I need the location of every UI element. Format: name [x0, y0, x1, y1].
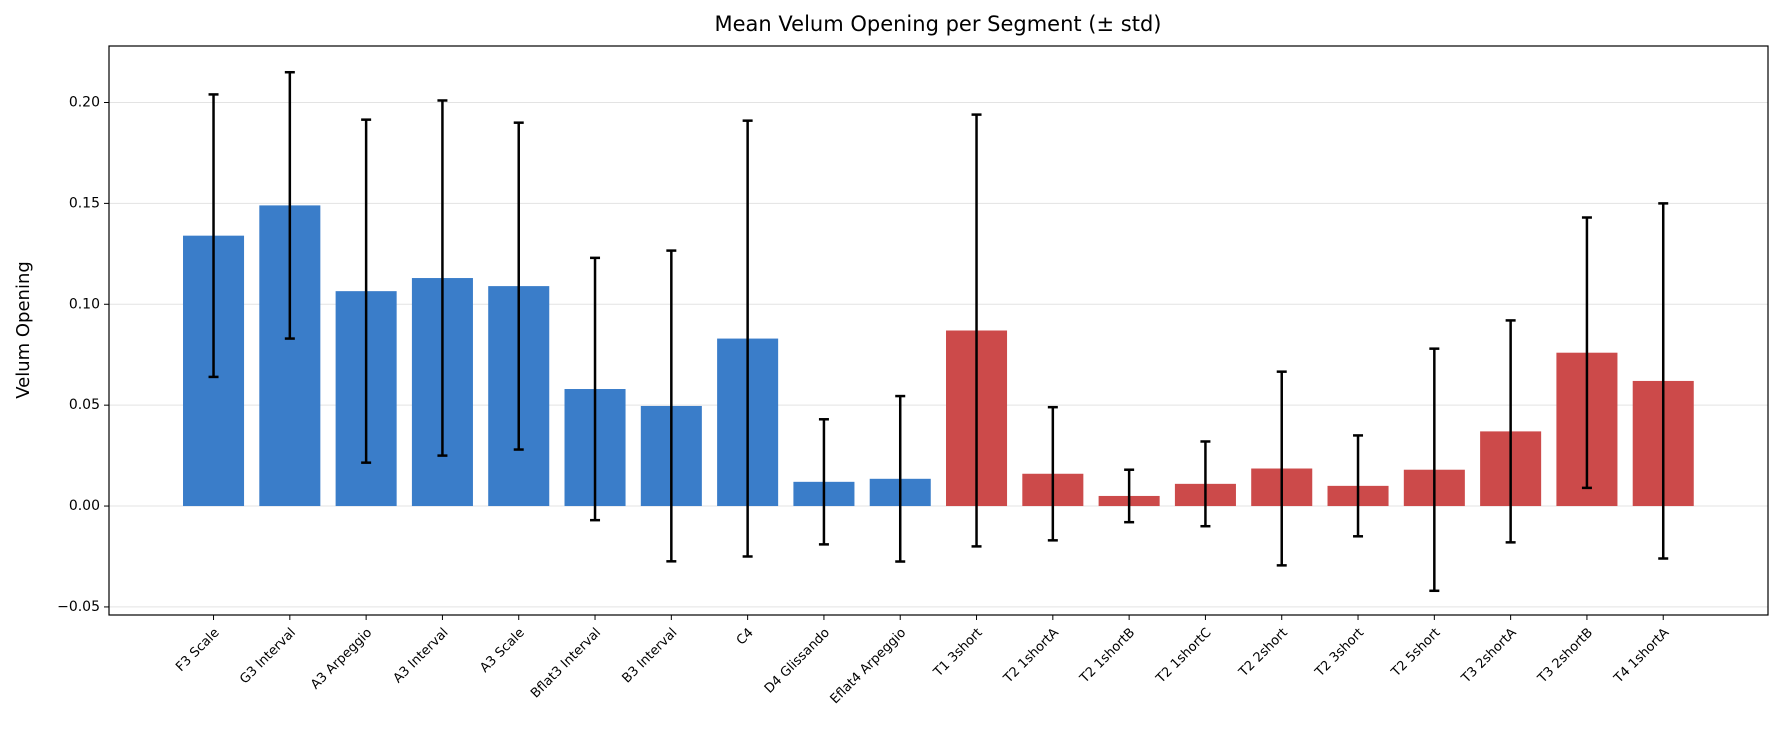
x-tick-label: T2 3short: [1312, 625, 1367, 680]
error-bar: [666, 249, 677, 563]
x-tick-label: G3 Interval: [237, 625, 299, 687]
x-tick-label: D4 Glissando: [762, 625, 833, 696]
x-tick-label: F3 Scale: [173, 625, 222, 674]
x-tick-label: A3 Arpeggio: [308, 625, 375, 692]
x-tick-label: T2 1shortB: [1077, 625, 1138, 686]
error-bar: [1200, 440, 1211, 528]
y-tick-label: −0.05: [57, 599, 100, 615]
y-tick-label: 0.00: [69, 498, 100, 514]
error-bar: [208, 93, 219, 379]
x-tick-label: T1 3short: [930, 625, 985, 680]
error-bar: [818, 418, 829, 546]
x-tick-label: T2 1shortC: [1153, 625, 1215, 687]
error-bar: [1581, 216, 1592, 490]
x-tick-label: Bflat3 Interval: [528, 625, 604, 701]
y-tick-label: 0.05: [69, 397, 100, 413]
y-tick-label: 0.10: [69, 296, 100, 312]
error-bar: [1658, 202, 1669, 560]
error-bar: [590, 256, 601, 522]
error-bar: [1124, 468, 1135, 524]
x-tick-label: T2 5short: [1388, 625, 1443, 680]
x-tick-label: T3 2shortB: [1534, 625, 1595, 686]
x-tick-label: A3 Interval: [391, 625, 452, 686]
error-bar: [1353, 434, 1364, 538]
error-bar: [361, 118, 372, 464]
error-bar: [742, 119, 753, 558]
error-bar: [284, 70, 295, 340]
error-bar: [895, 394, 906, 563]
x-tick-label: T2 2short: [1236, 625, 1291, 680]
x-tick-label: T3 2shortA: [1458, 625, 1520, 687]
error-bar: [513, 121, 524, 451]
x-tick-label: T2 1shortA: [1000, 625, 1062, 687]
error-bar: [437, 99, 448, 457]
error-bar: [1505, 319, 1516, 544]
plot-frame: [108, 45, 1769, 616]
error-bar: [1047, 405, 1058, 542]
x-tick-label: C4: [734, 625, 757, 648]
error-bar: [1276, 370, 1287, 567]
x-tick-label: A3 Scale: [477, 625, 527, 675]
x-tick-label: Eflat4 Arpeggio: [828, 625, 910, 707]
y-tick-label: 0.20: [69, 94, 100, 110]
x-tick-label: B3 Interval: [619, 625, 680, 686]
error-bar: [971, 113, 982, 548]
y-tick-label: 0.15: [69, 195, 100, 211]
x-tick-label: T4 1shortA: [1611, 625, 1673, 687]
error-bar: [1429, 347, 1440, 593]
chart-title: Mean Velum Opening per Segment (± std): [715, 12, 1162, 36]
y-axis-label: Velum Opening: [13, 261, 34, 399]
